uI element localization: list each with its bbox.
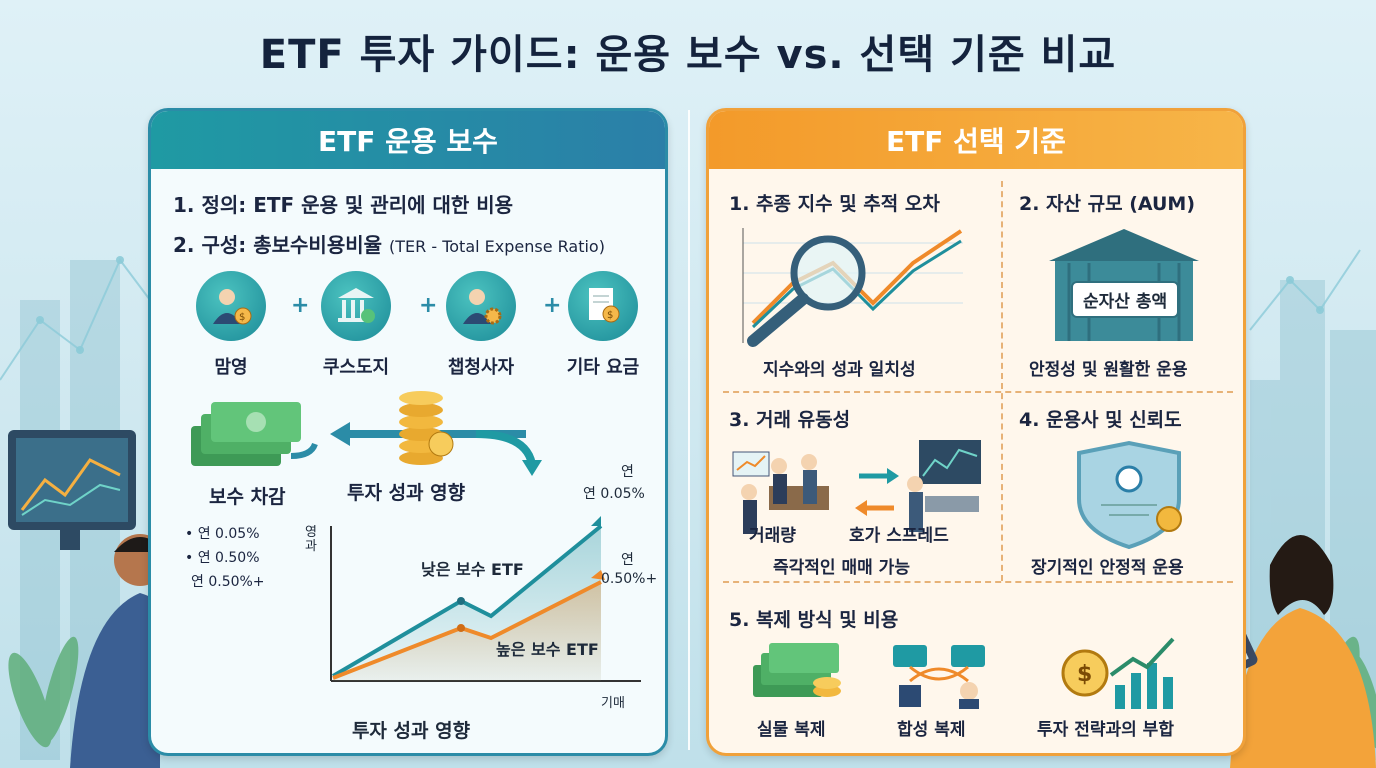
- person-coin-icon: $: [196, 271, 266, 341]
- fee-components: $ 맘영 + 쿠스도지 + 챕청사자 + $ 기타 요금: [181, 271, 651, 391]
- investment-impact-label: 투자 성과 영향: [347, 482, 466, 504]
- criterion-tracking: 1. 추종 지수 및 추적 오차: [729, 189, 940, 216]
- svg-text:$: $: [607, 310, 613, 321]
- fee-composition-main: 2. 구성: 총보수비용비율: [173, 233, 383, 257]
- left-person-illustration: [8, 430, 160, 768]
- high-fee-rate-b: 0.50%+: [601, 571, 658, 587]
- magnifier-chart-icon: [742, 228, 963, 347]
- criterion-trust-caption: 장기적인 안정적 운용: [1031, 558, 1184, 578]
- plus-sign: +: [291, 293, 310, 318]
- fee-label-4: 기타 요금: [566, 357, 640, 378]
- criterion-liquidity: 3. 거래 유동성: [729, 405, 850, 432]
- divider-horizontal-1: [723, 391, 1233, 393]
- fee-panel-header: ETF 운용 보수: [151, 111, 665, 169]
- criterion-tracking-caption: 지수와의 성과 일치성: [763, 360, 916, 380]
- fee-composition-sub: (TER - Total Expense Ratio): [389, 237, 605, 256]
- high-fee-rate-a: 연: [621, 552, 634, 568]
- divider-horizontal-2: [723, 581, 1233, 583]
- page-title: ETF 투자 가이드: 운용 보수 vs. 선택 기준 비교: [259, 32, 1117, 78]
- document-coin-icon: $: [568, 271, 638, 341]
- fee-definition: 1. 정의: ETF 운용 및 관리에 대한 비용: [173, 193, 514, 217]
- certificate-shield-icon: [1077, 440, 1182, 549]
- coin-stack-arrows-icon: [330, 391, 542, 476]
- fee-panel: ETF 운용 보수 1. 정의: ETF 운용 및 관리에 대한 비용 2. 구…: [148, 108, 668, 756]
- note-1: • 연 0.05%: [185, 526, 260, 542]
- criterion-aum: 2. 자산 규모 (AUM): [1019, 189, 1195, 216]
- criterion-liquidity-title: 3. 거래 유동성: [729, 409, 851, 431]
- physical-cash-icon: [753, 643, 841, 697]
- criterion-tracking-title: 1. 추종 지수 및 추적 오차: [729, 193, 940, 215]
- low-fee-line: [331, 524, 603, 678]
- fee-label-3: 챕청사자: [447, 357, 515, 378]
- plus-sign: +: [543, 293, 562, 318]
- bank-shield-icon: [321, 271, 391, 341]
- fee-item-4: $ 기타 요금: [553, 271, 653, 379]
- x-axis-label: 기매: [601, 696, 625, 711]
- note-2: • 연 0.50%: [185, 550, 260, 566]
- fee-item-3: 챕청사자: [431, 271, 531, 379]
- low-fee-rate-a: 연: [621, 464, 634, 480]
- divider-vertical: [1001, 181, 1003, 581]
- aum-sign: 순자산 총액: [1071, 281, 1180, 318]
- liquidity-volume-label: 거래량: [749, 526, 796, 546]
- criterion-trust: 4. 운용사 및 신뢰도: [1019, 405, 1182, 432]
- fee-composition: 2. 구성: 총보수비용비율 (TER - Total Expense Rati…: [173, 229, 605, 258]
- fee-label-1: 맘영: [214, 357, 248, 378]
- replication-strategy-label: 투자 전략과의 부합: [1037, 720, 1174, 740]
- center-divider: [688, 110, 690, 750]
- svg-text:$: $: [1077, 662, 1092, 687]
- svg-text:$: $: [239, 312, 245, 323]
- fee-comparison-chart: 영과 기매 낮은 보수 ETF 높은 보수 ETF: [301, 516, 651, 716]
- replication-physical-label: 실물 복제: [757, 720, 826, 740]
- fee-item-1: $ 맘영: [181, 271, 281, 379]
- criterion-aum-title: 2. 자산 규모 (AUM): [1019, 193, 1196, 215]
- criterion-trust-title: 4. 운용사 및 신뢰도: [1019, 409, 1182, 431]
- criterion-aum-caption: 안정성 및 원활한 운용: [1029, 360, 1188, 380]
- chart-caption: 투자 성과 영향: [351, 720, 471, 742]
- high-fee-point: [457, 624, 465, 632]
- person-gear-icon: [446, 271, 516, 341]
- fee-impact-row: 보수 차감 투자 성과 영향: [151, 386, 665, 516]
- criterion-replication-title: 5. 복제 방식 및 비용: [729, 609, 899, 631]
- high-fee-label: 높은 보수 ETF: [496, 640, 599, 659]
- criteria-panel: ETF 선택 기준 1. 추종 지수 및 추적 오차 지수와의 성과 일치성 2…: [706, 108, 1246, 756]
- replication-synthetic-label: 합성 복제: [897, 720, 966, 740]
- low-fee-point: [457, 597, 465, 605]
- strategy-growth-icon: $: [1061, 637, 1175, 709]
- fee-deduction-label: 보수 차감: [209, 486, 286, 508]
- fee-item-2: 쿠스도지: [306, 271, 406, 379]
- cash-stack-icon: [191, 402, 318, 466]
- criteria-panel-header: ETF 선택 기준: [709, 111, 1243, 169]
- high-fee-line: [332, 580, 602, 680]
- low-fee-rate-b: 연 0.05%: [583, 486, 645, 502]
- plus-sign: +: [419, 293, 438, 318]
- criterion-replication: 5. 복제 방식 및 비용: [729, 605, 898, 632]
- criterion-liquidity-caption: 즉각적인 매매 가능: [773, 558, 910, 578]
- liquidity-spread-label: 호가 스프레드: [849, 526, 949, 546]
- note-3: 연 0.50%+: [191, 574, 265, 590]
- synthetic-swap-icon: [893, 645, 985, 709]
- fee-chart-svg: [330, 516, 641, 682]
- low-fee-label: 낮은 보수 ETF: [421, 560, 524, 579]
- y-axis-label: 영과: [305, 525, 317, 554]
- trading-desk-icon: [732, 440, 981, 534]
- fee-label-2: 쿠스도지: [322, 357, 390, 378]
